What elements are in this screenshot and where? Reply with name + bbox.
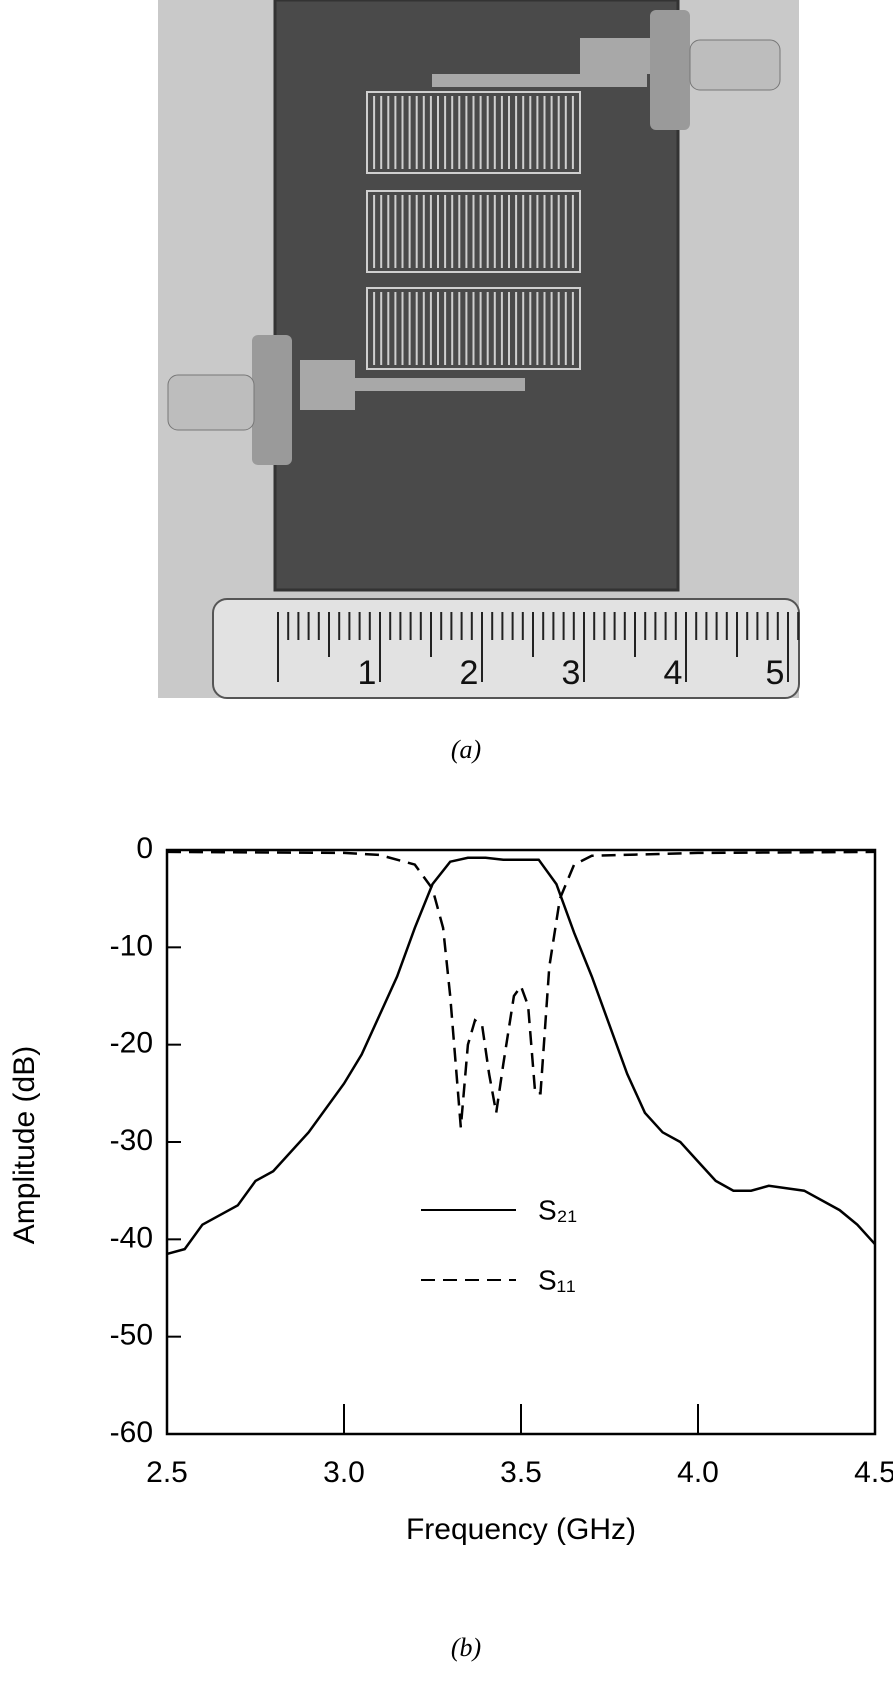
- resonator-block: [366, 190, 581, 273]
- ruler-label: 2: [460, 654, 479, 692]
- y-tick-label: -30: [110, 1124, 153, 1157]
- y-tick-label: -20: [110, 1027, 153, 1060]
- x-axis-title: Frequency (GHz): [406, 1513, 636, 1546]
- legend-label: S₁₁: [538, 1264, 576, 1295]
- ruler-label: 1: [358, 654, 377, 692]
- resonator-block: [366, 287, 581, 370]
- y-tick-label: -10: [110, 929, 153, 962]
- series-line: [166, 850, 876, 1128]
- plot-frame: [165, 848, 877, 1436]
- caption-b: (b): [451, 1633, 481, 1662]
- legend-label: S₂₁: [538, 1194, 577, 1225]
- y-tick-label: -40: [110, 1221, 153, 1254]
- ruler-label: 4: [664, 654, 683, 692]
- y-axis-title: Amplitude (dB): [8, 1046, 41, 1244]
- series-line: [166, 856, 876, 1256]
- y-tick-label: -50: [110, 1319, 153, 1352]
- x-tick-label: 2.5: [146, 1456, 188, 1489]
- caption-a: (a): [451, 735, 481, 764]
- x-tick-label: 4.5: [854, 1456, 893, 1489]
- x-tick-label: 3.0: [323, 1456, 365, 1489]
- photo: [158, 0, 800, 699]
- ruler-label: 3: [562, 654, 581, 692]
- x-tick-label: 3.5: [500, 1456, 542, 1489]
- x-tick-label: 4.0: [677, 1456, 719, 1489]
- y-tick-label: -60: [110, 1416, 153, 1449]
- resonator-block: [366, 91, 581, 174]
- y-tick-label: 0: [136, 832, 153, 865]
- ruler-label: 5: [766, 654, 785, 692]
